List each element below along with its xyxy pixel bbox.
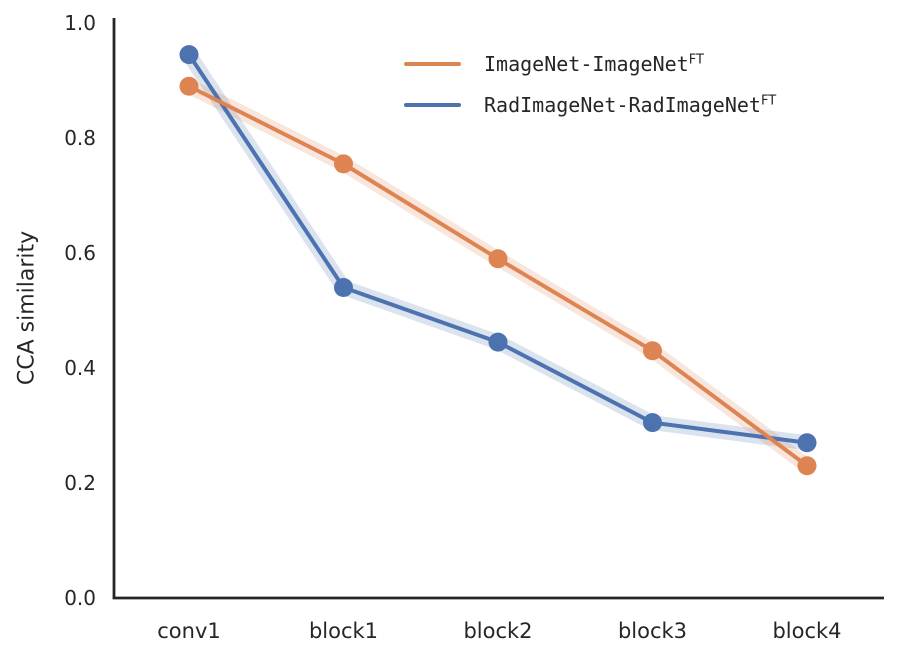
series-marker-1-block2: [488, 332, 508, 352]
series-marker-0-conv1: [179, 76, 199, 96]
legend-entry-imagenet: ImageNet-ImageNetFT: [404, 43, 776, 84]
y-tick-label-0.4: 0.4: [64, 356, 96, 380]
legend-label-text: RadImageNet-RadImageNet: [484, 92, 761, 117]
series-marker-0-block4: [797, 456, 817, 476]
legend-label-superscript: FT: [760, 92, 777, 108]
legend-entry-radimagenet: RadImageNet-RadImageNetFT: [404, 84, 776, 125]
x-tick-label-block4: block4: [772, 619, 842, 643]
series-marker-0-block1: [334, 154, 353, 174]
y-tick-label-0.8: 0.8: [64, 126, 96, 150]
y-tick-label-1.0: 1.0: [64, 11, 96, 35]
legend-label-text: ImageNet-ImageNet: [484, 51, 689, 76]
legend-label-radimagenet: RadImageNet-RadImageNetFT: [484, 93, 776, 117]
x-tick-label-block2: block2: [463, 619, 533, 643]
series-marker-0-block2: [488, 249, 508, 269]
legend-line-swatch-radimagenet: [404, 102, 461, 107]
series-ci-band-0: [185, 79, 812, 472]
series-marker-1-block3: [643, 413, 662, 433]
legend-label-imagenet: ImageNet-ImageNetFT: [484, 52, 704, 76]
series-marker-1-block1: [334, 278, 353, 297]
series-marker-0-block3: [643, 341, 662, 361]
y-tick-label-0.2: 0.2: [64, 471, 96, 495]
x-tick-label-block3: block3: [617, 619, 688, 643]
x-tick-label-conv1: conv1: [157, 619, 221, 643]
series-line-0: [188, 84, 809, 468]
legend-line-swatch-imagenet: [404, 61, 461, 66]
series-marker-1-conv1: [179, 45, 199, 65]
series-marker-1-block4: [797, 433, 817, 453]
legend-label-superscript: FT: [688, 51, 704, 67]
legend: ImageNet-ImageNetFT RadImageNet-RadImage…: [404, 43, 776, 125]
x-tick-label-block1: block1: [308, 619, 379, 643]
y-tick-label-0.0: 0.0: [64, 586, 96, 610]
y-tick-label-0.6: 0.6: [64, 241, 96, 265]
